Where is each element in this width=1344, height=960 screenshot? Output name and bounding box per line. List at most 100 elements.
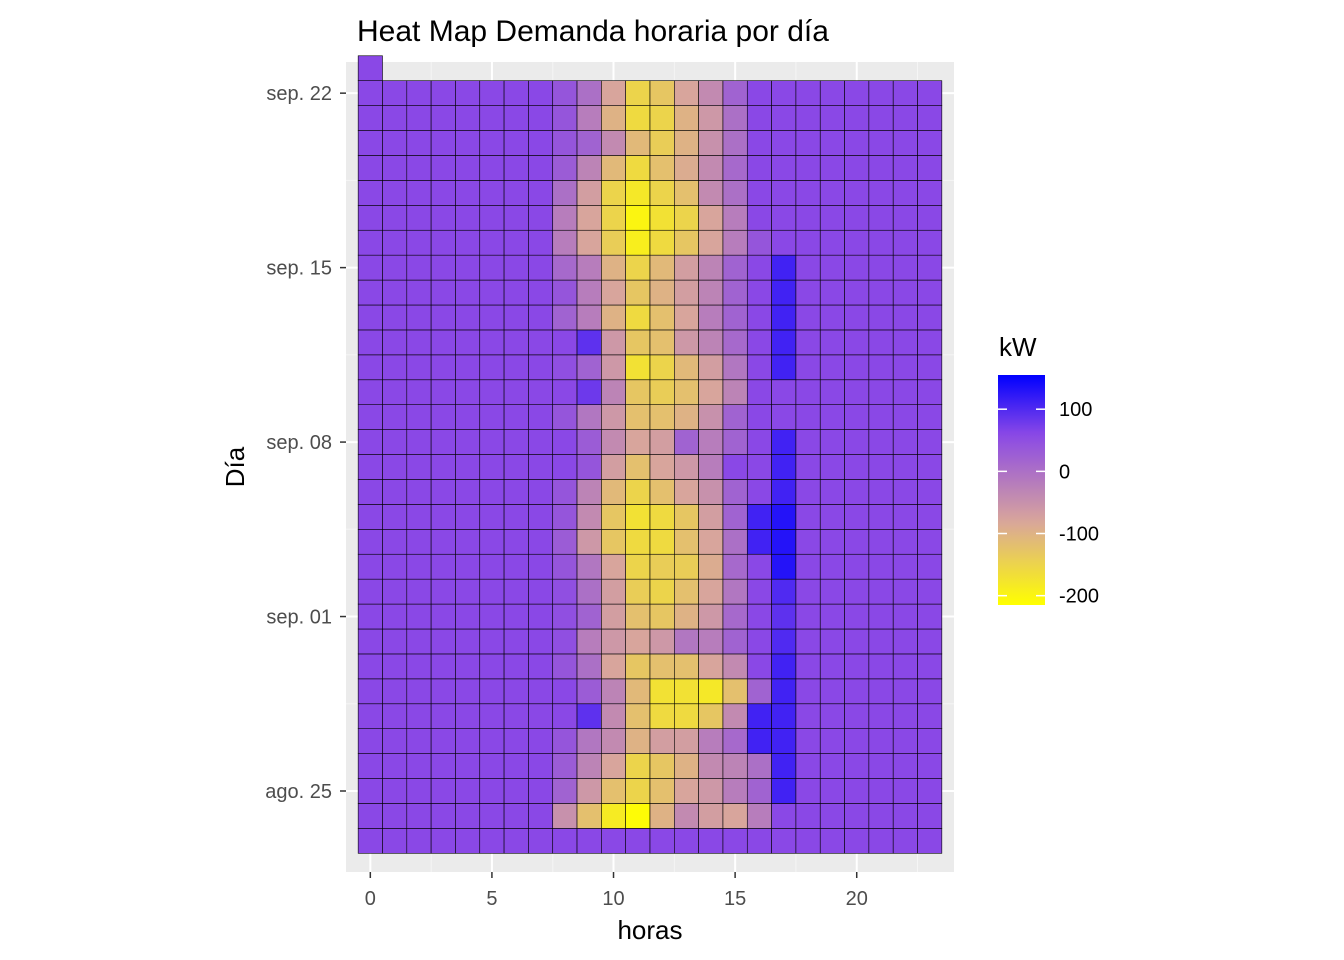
cell-day-4-h18 [795, 728, 821, 754]
cell-day-7-h9 [576, 803, 602, 829]
cell-day-4-h15 [722, 728, 748, 754]
cell-day4-h22 [892, 529, 918, 555]
cell-day18-h11 [625, 180, 651, 206]
cell-day-2-h9 [576, 678, 602, 705]
cell-day-5-h23 [917, 753, 943, 779]
cell-day3-h12 [649, 553, 675, 580]
cell-day3-h22 [892, 553, 918, 580]
cell-day20-h20 [844, 130, 870, 156]
legend-title: kW [999, 332, 1037, 362]
cell-day1-h21 [868, 603, 894, 630]
cell-day20-h16 [746, 130, 772, 156]
cell-day18-h0 [357, 180, 383, 206]
cell-day2-h20 [844, 578, 870, 605]
cell-day5-h1 [382, 504, 408, 530]
cell-day9-h1 [382, 404, 408, 430]
cell-day-2-h5 [479, 678, 505, 705]
cell-day5-h0 [357, 504, 383, 530]
cell-day-3-h2 [406, 703, 432, 729]
cell-day-6-h8 [552, 778, 578, 804]
cell-day2-h22 [892, 578, 918, 605]
cell-day9-h2 [406, 404, 432, 430]
cell-day8-h21 [868, 429, 894, 455]
cell-day21-h7 [528, 105, 554, 131]
cell-day-1-h0 [357, 653, 383, 680]
cell-day2-h19 [819, 578, 845, 605]
cell-day17-h4 [455, 205, 481, 231]
cell-day2-h3 [430, 578, 456, 605]
cell-day22-h4 [455, 80, 481, 106]
cell-day20-h5 [479, 130, 505, 156]
cell-day0-h22 [892, 628, 918, 655]
cell-day20-h2 [406, 130, 432, 156]
cell-day-5-h22 [892, 753, 918, 779]
cell-day9-h9 [576, 404, 602, 430]
cell-day4-h16 [746, 529, 772, 555]
cell-day15-h16 [746, 254, 772, 281]
cell-day-5-h11 [625, 753, 651, 779]
cell-day11-h9 [576, 354, 602, 381]
cell-day5-h7 [528, 504, 554, 530]
cell-day10-h5 [479, 379, 505, 405]
cell-day-5-h16 [746, 753, 772, 779]
cell-day14-h13 [674, 279, 699, 306]
cell-day-8-h9 [576, 828, 602, 854]
cell-day-5-h12 [649, 753, 675, 779]
cell-day2-h12 [649, 578, 675, 605]
cell-day-8-h22 [892, 828, 918, 854]
cell-day13-h17 [771, 304, 797, 331]
cell-day2-h7 [528, 578, 554, 605]
cell-day-7-h15 [722, 803, 748, 829]
cell-day-8-h19 [819, 828, 845, 854]
cell-day-3-h18 [795, 703, 821, 729]
cell-day3-h13 [674, 553, 699, 580]
cell-day8-h16 [746, 429, 772, 455]
cell-day7-h8 [552, 454, 578, 480]
cell-day16-h16 [746, 229, 772, 256]
cell-day8-h9 [576, 429, 602, 455]
cell-day7-h19 [819, 454, 845, 480]
cell-day19-h12 [649, 155, 675, 181]
cell-day18-h14 [698, 180, 724, 206]
cell-day-7-h2 [406, 803, 432, 829]
cell-day3-h3 [430, 553, 456, 580]
cell-day-5-h13 [674, 753, 699, 779]
cell-day18-h6 [503, 180, 529, 206]
cell-day15-h23 [917, 254, 943, 281]
cell-day12-h7 [528, 329, 554, 356]
cell-day4-h21 [868, 529, 894, 555]
cell-day-2-h8 [552, 678, 578, 705]
cell-day12-h11 [625, 329, 651, 356]
cell-day6-h5 [479, 479, 505, 505]
cell-day11-h10 [601, 354, 626, 381]
cell-day18-h8 [552, 180, 578, 206]
cell-day20-h7 [528, 130, 554, 156]
cell-day4-h4 [455, 529, 481, 555]
cell-day-6-h4 [455, 778, 481, 804]
cell-day13-h1 [382, 304, 408, 331]
cell-day13-h19 [819, 304, 845, 331]
cell-day-2-h10 [601, 678, 626, 705]
cell-day14-h15 [722, 279, 748, 306]
cell-day15-h8 [552, 254, 578, 281]
cell-day15-h19 [819, 254, 845, 281]
cell-day5-h2 [406, 504, 432, 530]
cell-day21-h22 [892, 105, 918, 131]
cell-day10-h11 [625, 379, 651, 405]
cell-day-1-h6 [503, 653, 529, 680]
cell-day-8-h6 [503, 828, 529, 854]
cell-day-3-h19 [819, 703, 845, 729]
cell-day5-h21 [868, 504, 894, 530]
cell-day19-h5 [479, 155, 505, 181]
cell-day20-h21 [868, 130, 894, 156]
cell-day8-h18 [795, 429, 821, 455]
cell-day16-h4 [455, 229, 481, 256]
cell-day-7-h23 [917, 803, 943, 829]
cell-day-8-h4 [455, 828, 481, 854]
cell-day-4-h1 [382, 728, 408, 754]
cell-day6-h21 [868, 479, 894, 505]
cell-day14-h8 [552, 279, 578, 306]
cell-day21-h3 [430, 105, 456, 131]
cell-day-7-h4 [455, 803, 481, 829]
cell-day-4-h6 [503, 728, 529, 754]
